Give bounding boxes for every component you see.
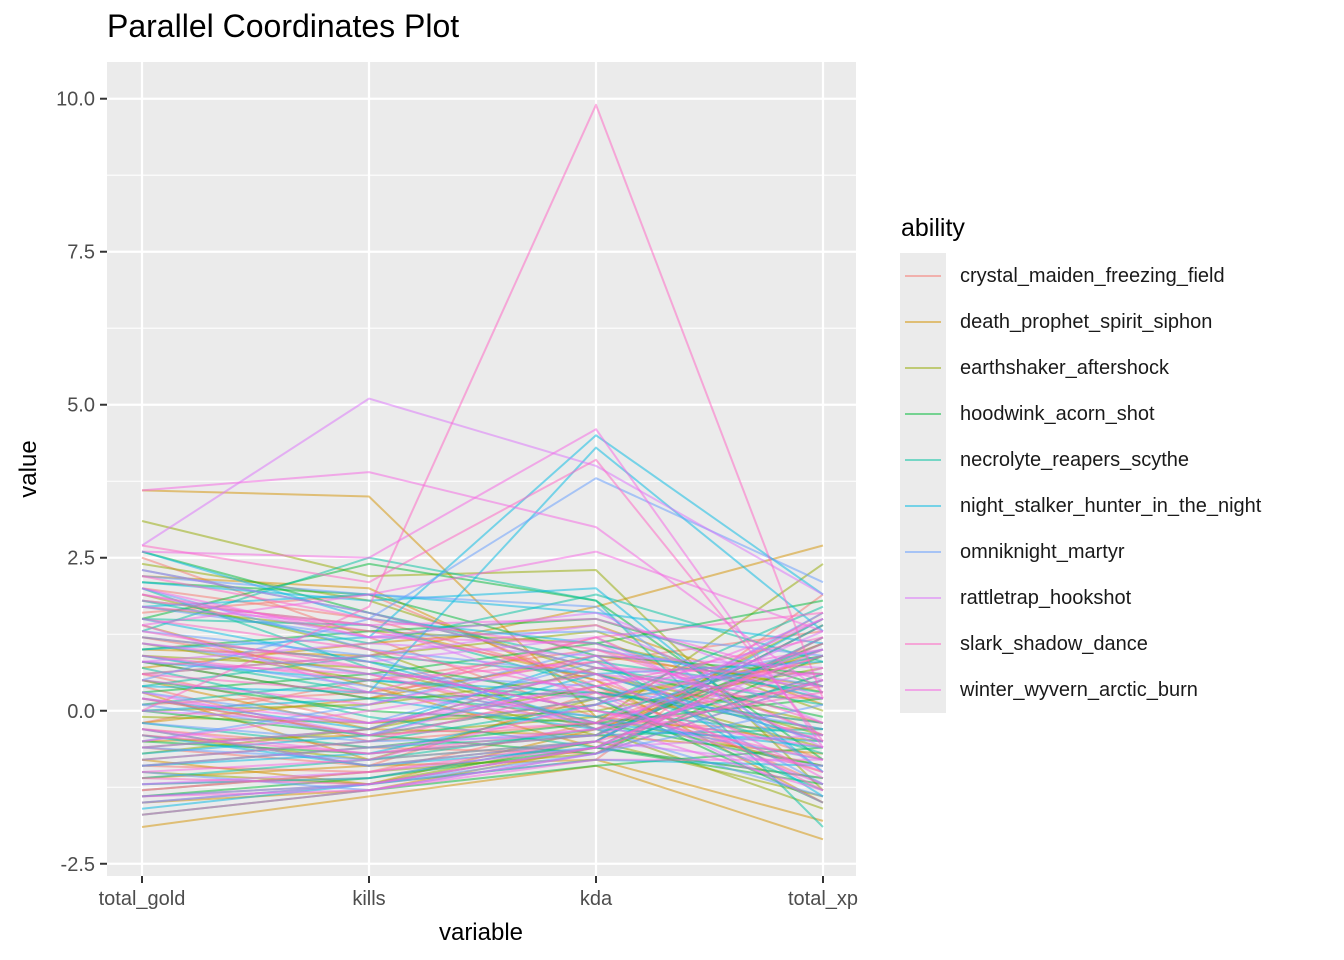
x-axis-title: variable xyxy=(439,919,523,946)
axis-ticks xyxy=(100,97,824,883)
legend-keys: crystal_maiden_freezing_field death_proph… xyxy=(900,253,1261,713)
legend-label: earthshaker_aftershock xyxy=(960,356,1170,379)
series-line xyxy=(141,636,824,816)
legend-key xyxy=(900,391,946,437)
legend-key xyxy=(900,621,946,667)
legend-label: necrolyte_reapers_scythe xyxy=(960,448,1190,471)
series-line xyxy=(141,630,824,767)
series-line xyxy=(141,617,824,773)
series-line xyxy=(141,764,824,841)
series-line xyxy=(141,746,824,798)
series-line xyxy=(141,642,824,749)
legend-key xyxy=(900,483,946,529)
y-tick-label: 5.0 xyxy=(67,395,95,417)
legend-swatch xyxy=(905,459,941,461)
y-tick-label: 10.0 xyxy=(56,89,95,111)
legend-label: rattletrap_hookshot xyxy=(960,586,1132,609)
legend-swatch xyxy=(905,551,941,553)
legend-swatch xyxy=(905,505,941,507)
chart-title: Parallel Coordinates Plot xyxy=(107,8,460,44)
series-line xyxy=(141,605,824,682)
y-tick-label: -2.5 xyxy=(61,854,95,876)
legend-swatch xyxy=(905,597,941,599)
legend-title: ability xyxy=(901,214,965,242)
legend-label: winter_wyvern_arctic_burn xyxy=(960,678,1198,701)
x-tick-label: total_gold xyxy=(99,888,186,910)
series-line xyxy=(141,654,824,761)
legend-swatch xyxy=(905,689,941,691)
series-line xyxy=(141,458,824,743)
legend-item: omniknight_martyr xyxy=(900,529,1261,575)
legend-label: hoodwink_acorn_shot xyxy=(960,402,1155,425)
series-line xyxy=(141,654,824,779)
legend-key xyxy=(900,299,946,345)
legend-key xyxy=(900,529,946,575)
series-line xyxy=(141,397,824,596)
legend-label: night_stalker_hunter_in_the_night xyxy=(960,494,1262,517)
y-axis-title: value xyxy=(15,440,42,497)
legend-swatch xyxy=(905,367,941,369)
series-line xyxy=(141,611,824,694)
legend-item: slark_shadow_dance xyxy=(900,621,1261,667)
series-line xyxy=(141,446,824,694)
x-tick-label: total_xp xyxy=(788,888,858,910)
legend-key xyxy=(900,253,946,299)
legend-item: rattletrap_hookshot xyxy=(900,575,1261,621)
legend-label: slark_shadow_dance xyxy=(960,632,1148,655)
legend-swatch xyxy=(905,321,941,323)
series-line xyxy=(141,593,824,645)
series-line xyxy=(141,666,824,755)
series-line xyxy=(141,648,824,724)
y-tick-label: 7.5 xyxy=(67,242,95,264)
legend-swatch xyxy=(905,413,941,415)
y-tick-label: 2.5 xyxy=(67,548,95,570)
legend-item: night_stalker_hunter_in_the_night xyxy=(900,483,1261,529)
legend-item: winter_wyvern_arctic_burn xyxy=(900,667,1261,713)
y-tick-label: 0.0 xyxy=(67,701,95,723)
x-tick-label: kills xyxy=(352,888,385,910)
series-line xyxy=(141,660,824,792)
series-line xyxy=(141,673,824,743)
series-line xyxy=(141,734,824,786)
series-line xyxy=(141,728,824,767)
legend-key xyxy=(900,437,946,483)
series-lines xyxy=(141,103,824,841)
series-line xyxy=(141,624,824,761)
legend-label: death_prophet_spirit_siphon xyxy=(960,310,1213,333)
legend-item: earthshaker_aftershock xyxy=(900,345,1261,391)
series-line xyxy=(141,587,824,737)
series-line xyxy=(141,550,824,633)
legend-key xyxy=(900,667,946,713)
series-line xyxy=(141,758,823,798)
y-tick-labels: -2.5 0.0 2.5 5.0 7.5 10.0 xyxy=(56,89,95,876)
legend-label: crystal_maiden_freezing_field xyxy=(960,264,1225,287)
series-line xyxy=(141,691,824,755)
legend-item: crystal_maiden_freezing_field xyxy=(900,253,1261,299)
legend-swatch xyxy=(905,643,941,645)
x-tick-labels: total_gold kills kda total_xp xyxy=(99,888,858,910)
legend-key xyxy=(900,345,946,391)
series-line xyxy=(141,428,824,749)
legend-swatch xyxy=(905,275,941,277)
series-line xyxy=(141,103,824,712)
legend-item: death_prophet_spirit_siphon xyxy=(900,299,1261,345)
legend-item: hoodwink_acorn_shot xyxy=(900,391,1261,437)
x-tick-label: kda xyxy=(580,888,613,910)
series-line xyxy=(141,471,824,694)
legend-key xyxy=(900,575,946,621)
series-line xyxy=(141,556,824,828)
legend-item: necrolyte_reapers_scythe xyxy=(900,437,1261,483)
legend-label: omniknight_martyr xyxy=(960,540,1125,563)
series-line xyxy=(141,617,824,773)
